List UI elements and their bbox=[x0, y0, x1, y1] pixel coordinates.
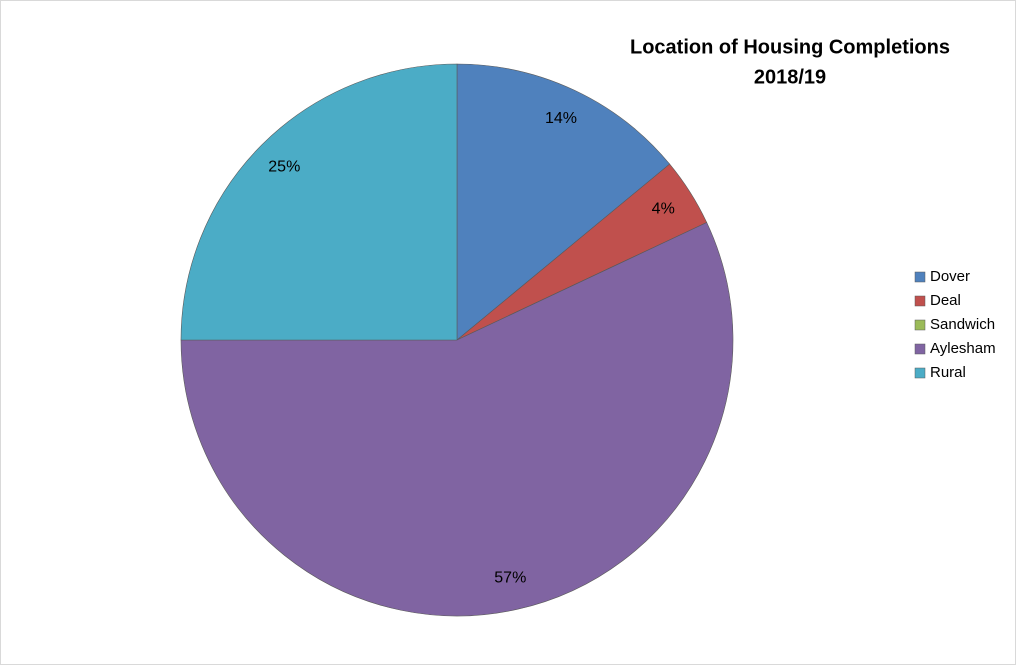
legend-label: Sandwich bbox=[930, 316, 995, 333]
legend-label: Rural bbox=[930, 364, 966, 381]
pie-slice bbox=[180, 222, 734, 617]
legend-swatch bbox=[914, 343, 926, 355]
legend-swatch bbox=[914, 271, 926, 283]
pie-slice bbox=[180, 63, 458, 341]
legend-swatch bbox=[914, 319, 926, 331]
legend-label: Aylesham bbox=[930, 340, 996, 357]
legend-swatch bbox=[914, 367, 926, 379]
legend-swatch bbox=[914, 295, 926, 307]
data-label: 14% bbox=[545, 110, 577, 127]
data-label: 4% bbox=[652, 200, 675, 217]
pie-slice bbox=[456, 63, 671, 341]
legend-label: Dover bbox=[930, 268, 970, 285]
data-label: 57% bbox=[494, 570, 526, 587]
legend-label: Deal bbox=[930, 292, 961, 309]
data-label: 25% bbox=[268, 159, 300, 176]
chart-title: 2018/19 bbox=[754, 66, 826, 88]
chart-title: Location of Housing Completions bbox=[630, 36, 950, 58]
